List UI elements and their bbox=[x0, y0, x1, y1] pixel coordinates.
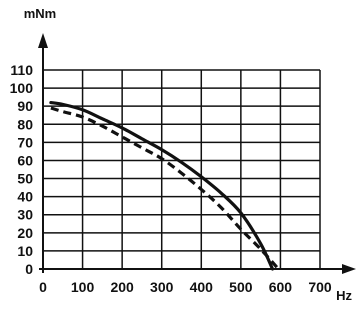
x-tick-label: 0 bbox=[39, 279, 47, 295]
x-tick-label: 700 bbox=[308, 279, 332, 295]
y-tick-label: 80 bbox=[17, 116, 33, 132]
x-tick-label: 600 bbox=[269, 279, 293, 295]
y-tick-label: 70 bbox=[17, 134, 33, 150]
y-axis-label: mNm bbox=[24, 6, 57, 21]
y-tick-label: 20 bbox=[17, 225, 33, 241]
x-tick-label: 400 bbox=[190, 279, 214, 295]
axes bbox=[38, 33, 356, 274]
y-tick-label: 90 bbox=[17, 98, 33, 114]
dashed-curve bbox=[50, 106, 280, 271]
solid-curve bbox=[49, 100, 275, 271]
y-tick-label: 10 bbox=[17, 243, 33, 259]
y-tick-label: 30 bbox=[17, 207, 33, 223]
y-tick-label: 40 bbox=[17, 189, 33, 205]
y-tick-label: 50 bbox=[17, 171, 33, 187]
x-tick-label: 100 bbox=[71, 279, 95, 295]
y-axis-arrow bbox=[38, 33, 48, 48]
y-tick-label: 60 bbox=[17, 152, 33, 168]
grid bbox=[42, 69, 321, 270]
x-axis-label: Hz bbox=[336, 288, 352, 303]
x-tick-label: 200 bbox=[110, 279, 134, 295]
x-tick-label: 300 bbox=[150, 279, 174, 295]
y-tick-label: 110 bbox=[10, 62, 33, 78]
x-tick-label: 500 bbox=[229, 279, 253, 295]
series bbox=[49, 100, 280, 271]
y-tick-label: 0 bbox=[25, 261, 33, 277]
tick-labels: 0 100 200 300 400 500 600 700 0 10 20 30 40 50 60 70 80 9… bbox=[10, 62, 332, 295]
x-axis-arrow bbox=[342, 264, 356, 274]
y-tick-label: 100 bbox=[10, 80, 34, 96]
